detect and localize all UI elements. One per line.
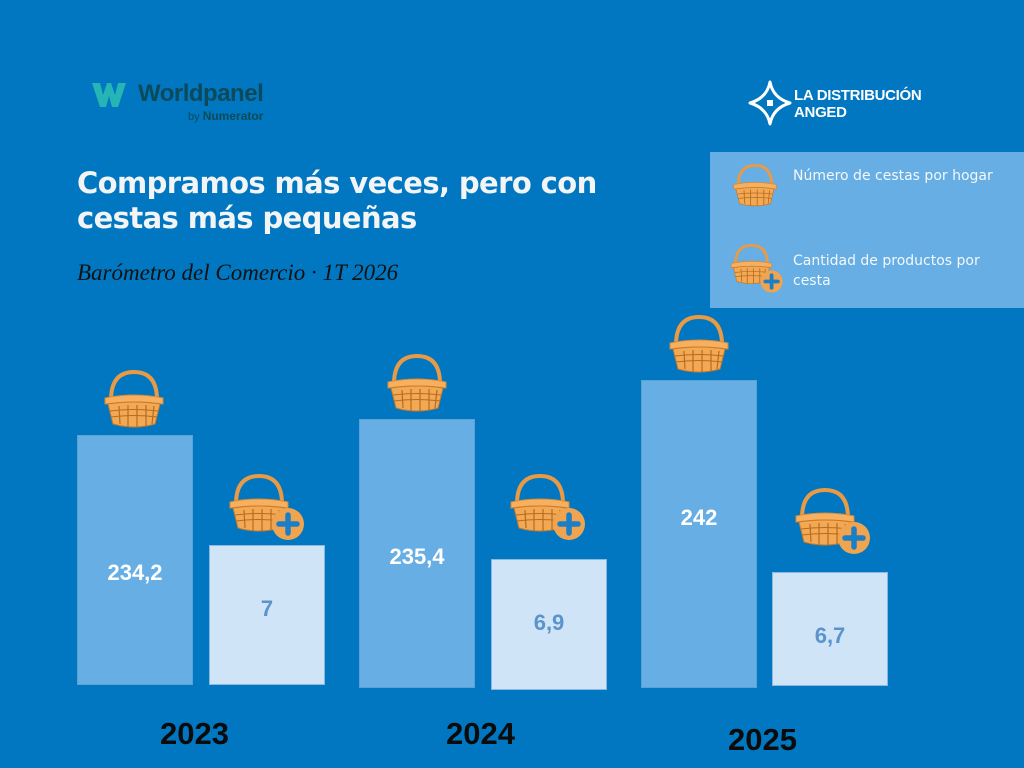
basket-plus-icon — [228, 474, 308, 546]
data-label: 235,4 — [389, 544, 445, 569]
x-tick-label: 2023 — [160, 716, 229, 751]
anged-logo: LA DISTRIBUCIÓN ANGED — [748, 80, 948, 128]
data-label: 242 — [680, 505, 718, 530]
legend-item-baskets: Número de cestas por hogar — [793, 168, 993, 184]
data-label: 234,2 — [107, 560, 163, 585]
chart-subtitle: Barómetro del Comercio · 1T 2026 — [77, 260, 399, 285]
basket-icon — [668, 315, 730, 374]
legend: Número de cestas por hogar Cantidad de p… — [710, 152, 1024, 308]
legend-item-products: Cantidad de productos por cesta — [793, 253, 980, 289]
anged-line1: LA DISTRIBUCIÓN — [794, 87, 922, 104]
basket-icon — [732, 164, 778, 208]
basket-icon — [103, 370, 165, 429]
x-tick-label: 2025 — [728, 722, 797, 757]
data-label: 6,9 — [533, 610, 565, 635]
byline-by: by — [188, 111, 200, 123]
data-label: 6,7 — [814, 623, 846, 648]
bar-products-2023: 7 — [209, 545, 325, 685]
basket-plus-icon — [729, 244, 785, 294]
bar-baskets-2023: 234,2 — [77, 435, 193, 685]
basket-icon — [386, 354, 448, 413]
worldpanel-w-icon — [92, 83, 126, 107]
worldpanel-logo: Worldpanel by Numerator — [90, 78, 280, 126]
anged-star-icon — [748, 80, 792, 126]
basket-plus-icon — [509, 474, 589, 546]
worldpanel-name: Worldpanel — [138, 80, 264, 107]
worldpanel-byline: by Numerator — [188, 109, 263, 123]
chart-title: Compramos más veces, pero con cestas más… — [77, 166, 597, 235]
bar-baskets-2024: 235,4 — [359, 419, 475, 688]
bar-baskets-2025: 242 — [641, 380, 757, 688]
bar-products-2024: 6,9 — [491, 559, 607, 690]
byline-numerator: Numerator — [202, 109, 264, 123]
data-label: 7 — [260, 596, 274, 621]
anged-line2: ANGED — [794, 104, 847, 121]
x-tick-label: 2024 — [446, 716, 515, 751]
bar-products-2025: 6,7 — [772, 572, 888, 686]
basket-plus-icon — [794, 488, 874, 560]
